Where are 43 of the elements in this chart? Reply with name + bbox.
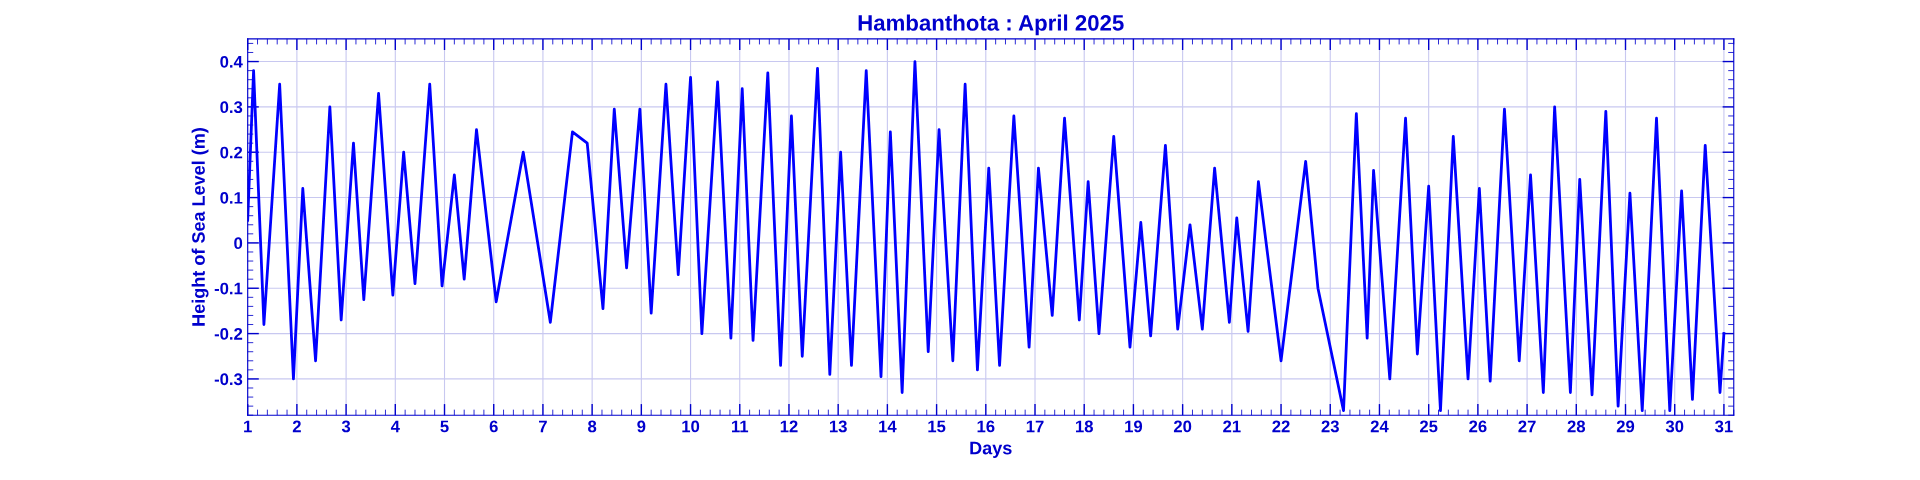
y-tick-label: 0.2 bbox=[220, 146, 243, 159]
x-tick-label: 28 bbox=[1567, 420, 1586, 433]
y-tick-label: 0 bbox=[234, 237, 243, 250]
x-tick-label: 10 bbox=[682, 420, 700, 433]
x-tick-label: 16 bbox=[977, 420, 995, 433]
x-tick-label: 17 bbox=[1026, 420, 1044, 433]
x-tick-label: 8 bbox=[588, 420, 597, 433]
x-tick-label: 4 bbox=[390, 420, 400, 433]
x-tick-label: 11 bbox=[732, 420, 749, 433]
x-tick-label: 25 bbox=[1419, 420, 1438, 433]
x-tick-label: 5 bbox=[440, 420, 449, 433]
x-tick-label: 6 bbox=[489, 420, 498, 433]
x-tick-label: 18 bbox=[1076, 420, 1093, 433]
x-tick-label: 13 bbox=[829, 420, 847, 433]
x-tick-label: 24 bbox=[1370, 420, 1389, 433]
y-tick-label: -0.2 bbox=[214, 327, 243, 340]
x-tick-label: 29 bbox=[1616, 420, 1635, 433]
x-tick-label: 1 bbox=[244, 420, 252, 433]
x-tick-label: 7 bbox=[539, 420, 547, 433]
x-tick-label: 21 bbox=[1223, 420, 1241, 433]
y-tick-label: 0.3 bbox=[220, 101, 243, 114]
x-tick-label: 26 bbox=[1469, 420, 1487, 433]
x-tick-label: 30 bbox=[1665, 420, 1684, 433]
line-series bbox=[247, 60, 1726, 413]
y-tick-label: 0.1 bbox=[220, 191, 243, 204]
x-tick-label: 2 bbox=[292, 420, 301, 433]
x-tick-label: 14 bbox=[879, 420, 897, 433]
x-tick-label: 12 bbox=[780, 420, 798, 433]
x-tick-label: 27 bbox=[1518, 420, 1536, 433]
x-tick-label: 23 bbox=[1321, 420, 1339, 433]
x-tick-label: 9 bbox=[637, 420, 646, 433]
x-tick-label: 22 bbox=[1272, 420, 1290, 433]
chart-title: Hambanthota : April 2025 bbox=[858, 14, 1124, 36]
x-tick-label: 20 bbox=[1173, 420, 1192, 433]
y-tick-label: 0.4 bbox=[220, 55, 243, 68]
y-tick-label: -0.3 bbox=[214, 373, 243, 386]
y-tick-label: -0.1 bbox=[214, 282, 243, 295]
x-axis-title: Days bbox=[970, 441, 1012, 458]
y-axis-title: Height of Sea Level (m) bbox=[191, 128, 209, 326]
x-tick-label: 31 bbox=[1715, 420, 1733, 433]
x-tick-label: 3 bbox=[341, 420, 351, 433]
x-tick-label: 19 bbox=[1125, 420, 1143, 433]
x-tick-label: 15 bbox=[928, 420, 946, 433]
